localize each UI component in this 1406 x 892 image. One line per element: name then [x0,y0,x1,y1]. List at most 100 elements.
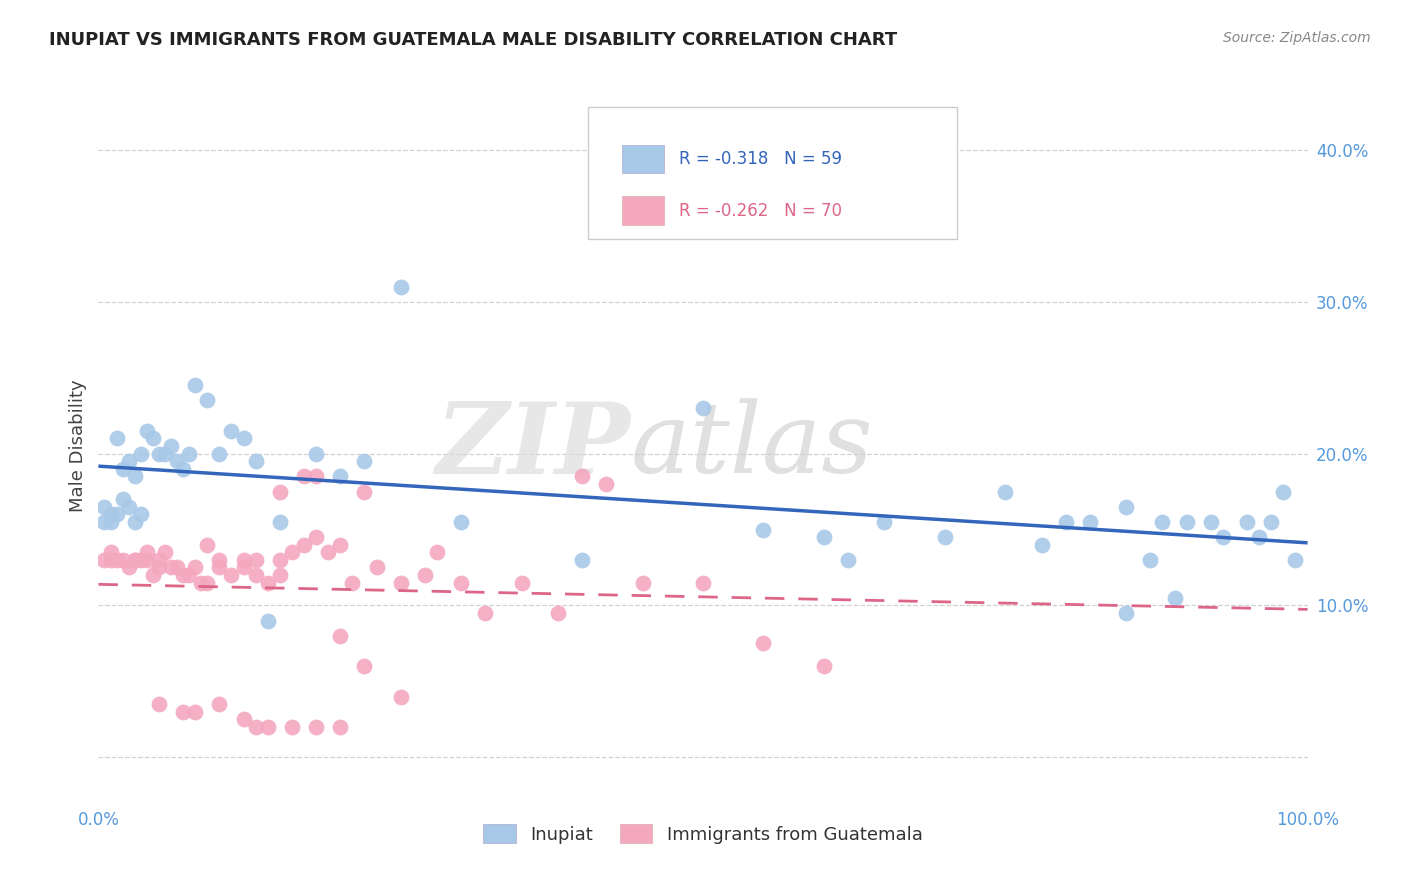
Point [190,575,212,590]
Point [142,431,165,445]
Point [245,568,267,582]
Point [179,447,201,461]
Point [245,553,267,567]
Point [118,454,141,468]
Point [1272,484,1295,499]
Point [221,424,243,438]
Point [342,575,364,590]
Point [547,606,569,620]
Point [166,560,188,574]
Point [1199,515,1222,529]
Point [389,690,412,704]
Point [195,575,218,590]
Point [752,636,775,650]
Point [571,469,593,483]
Point [1115,606,1137,620]
Point [100,515,122,529]
Point [426,545,449,559]
Point [245,720,267,734]
Point [413,568,436,582]
Point [1249,530,1271,544]
Text: R = -0.318   N = 59: R = -0.318 N = 59 [679,150,842,168]
Point [329,538,352,552]
Point [329,720,352,734]
Point [105,431,128,445]
Point [245,454,267,468]
Point [208,697,231,711]
Point [1054,515,1077,529]
Point [111,553,134,567]
Point [129,447,152,461]
Point [135,553,157,567]
Point [124,469,146,483]
Point [305,720,328,734]
Point [172,568,194,582]
Point [179,568,201,582]
Point [148,447,170,461]
Point [366,560,388,574]
Point [148,697,170,711]
Point [353,484,375,499]
Text: ZIP: ZIP [436,398,630,494]
Point [256,720,278,734]
Point [184,560,207,574]
Point [1175,515,1198,529]
Point [221,568,243,582]
Point [148,560,170,574]
Point [100,508,122,522]
Point [232,560,254,574]
Point [160,439,183,453]
Point [142,568,165,582]
FancyBboxPatch shape [621,145,664,173]
Point [118,500,141,514]
Point [135,545,157,559]
Point [1115,500,1137,514]
Point [124,553,146,567]
FancyBboxPatch shape [621,196,664,225]
Point [105,508,128,522]
Point [232,712,254,726]
Point [305,447,328,461]
Point [281,545,304,559]
Point [752,523,775,537]
Point [166,454,188,468]
Legend: Inupiat, Immigrants from Guatemala: Inupiat, Immigrants from Guatemala [477,817,929,851]
Point [305,530,328,544]
Point [129,553,152,567]
Point [232,553,254,567]
Point [105,553,128,567]
Point [389,279,412,293]
Text: Source: ZipAtlas.com: Source: ZipAtlas.com [1223,31,1371,45]
Point [93,500,115,514]
Point [571,553,593,567]
Point [184,378,207,392]
Point [353,454,375,468]
Point [450,515,472,529]
Point [269,515,291,529]
Point [124,515,146,529]
Point [111,462,134,476]
Point [1139,553,1161,567]
Point [474,606,496,620]
Point [256,614,278,628]
Point [100,545,122,559]
Point [135,424,157,438]
Point [100,553,122,567]
Point [1212,530,1234,544]
Point [692,401,714,415]
Y-axis label: Male Disability: Male Disability [69,380,87,512]
Point [595,477,617,491]
Point [316,545,339,559]
Point [1152,515,1174,529]
Point [692,575,714,590]
Point [837,553,859,567]
FancyBboxPatch shape [588,107,957,239]
Point [813,659,835,673]
Point [389,575,412,590]
Point [1031,538,1053,552]
Point [269,553,291,567]
Text: atlas: atlas [630,399,873,493]
Point [329,469,352,483]
Point [813,530,835,544]
Point [934,530,956,544]
